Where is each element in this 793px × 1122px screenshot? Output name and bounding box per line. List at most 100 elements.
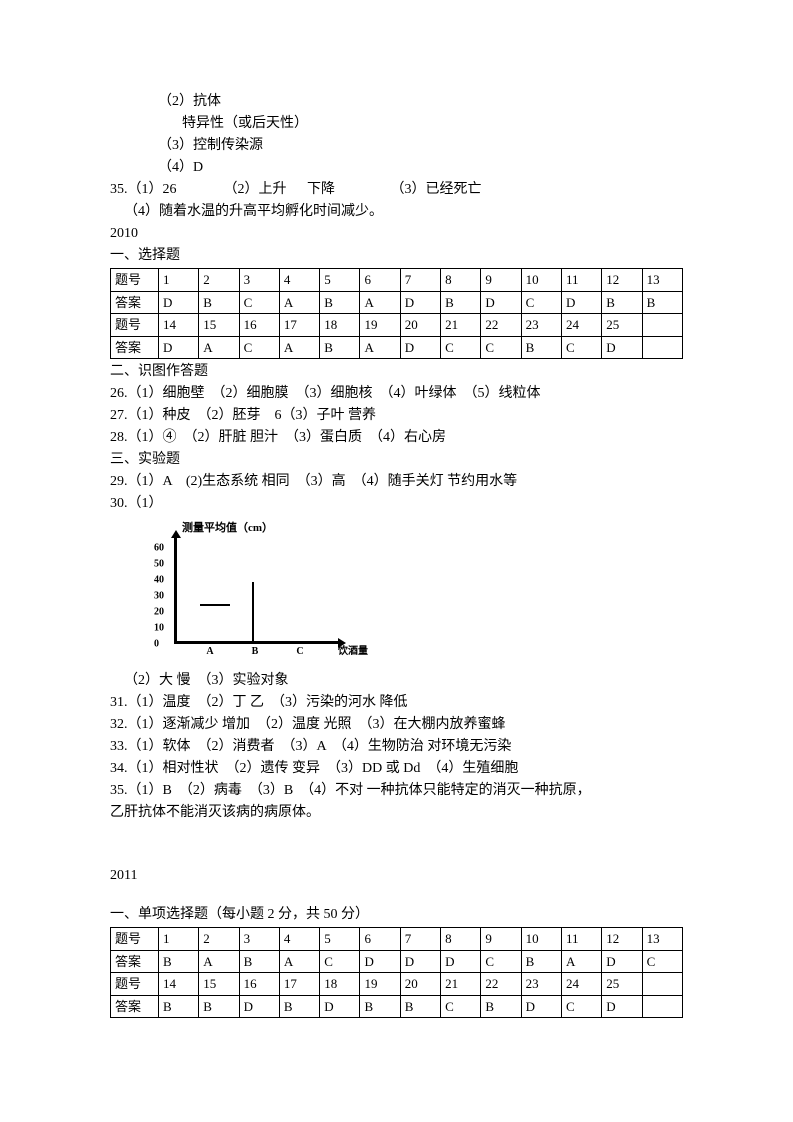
x-tick-label: C <box>296 644 303 659</box>
cell: 3 <box>239 269 279 292</box>
cell: 18 <box>320 973 360 996</box>
y-tick-label: 40 <box>154 573 164 588</box>
cell: D <box>239 995 279 1018</box>
cell: 25 <box>602 314 642 337</box>
cell: 6 <box>360 928 400 951</box>
cell: B <box>521 950 561 973</box>
cell: 14 <box>159 973 199 996</box>
table-row: 题号 1 2 3 4 5 6 7 8 9 10 11 12 13 <box>111 928 683 951</box>
cell: 13 <box>642 269 682 292</box>
cell <box>642 973 682 996</box>
cell: B <box>159 995 199 1018</box>
answer-line: （2）大 慢 （3）实验对象 <box>110 670 683 691</box>
cell: D <box>481 291 521 314</box>
cell: 2 <box>199 928 239 951</box>
cell: 15 <box>199 973 239 996</box>
cell: C <box>481 336 521 359</box>
y-tick-label: 60 <box>154 541 164 556</box>
cell: 11 <box>561 269 601 292</box>
text-line: （2）抗体 <box>110 91 683 112</box>
chart-title: 测量平均值（cm） <box>182 520 273 537</box>
cell: B <box>441 291 481 314</box>
cell: 5 <box>320 928 360 951</box>
section-heading: 一、单项选择题（每小题 2 分，共 50 分） <box>110 904 683 925</box>
answer-line: 30.（1） <box>110 493 683 514</box>
answer-line: 35.（1）B （2）病毒 （3）B （4）不对 一种抗体只能特定的消灭一种抗原… <box>110 780 683 801</box>
table-row: 题号 14 15 16 17 18 19 20 21 22 23 24 25 <box>111 314 683 337</box>
text-line: 35.（1）26 （2）上升 下降 （3）已经死亡 <box>110 179 683 200</box>
cell: B <box>159 950 199 973</box>
table-row: 答案 B B D B D B B C B D C D <box>111 995 683 1018</box>
table-row: 答案 D B C A B A D B D C D B B <box>111 291 683 314</box>
cell <box>642 336 682 359</box>
cell: 25 <box>602 973 642 996</box>
answer-line: 27.（1）种皮 （2）胚芽 6（3）子叶 营养 <box>110 405 683 426</box>
cell: 23 <box>521 973 561 996</box>
plot-segment <box>200 604 230 606</box>
answer-line: 28.（1）④ （2）肝脏 胆汁 （3）蛋白质 （4）右心房 <box>110 427 683 448</box>
answer-line: 29.（1）A (2)生态系统 相同 （3）高 （4）随手关灯 节约用水等 <box>110 471 683 492</box>
cell: B <box>199 995 239 1018</box>
section-heading: 三、实验题 <box>110 449 683 470</box>
cell: A <box>279 336 319 359</box>
cell: 12 <box>602 928 642 951</box>
cell: 7 <box>400 269 440 292</box>
cell: D <box>400 950 440 973</box>
cell: 17 <box>279 973 319 996</box>
cell: B <box>279 995 319 1018</box>
text-line: 特异性（或后天性） <box>110 113 683 134</box>
cell: 17 <box>279 314 319 337</box>
table-row: 答案 D A C A B A D C C B C D <box>111 336 683 359</box>
answer-table-2010: 题号 1 2 3 4 5 6 7 8 9 10 11 12 13 答案 D B … <box>110 268 683 359</box>
cell: C <box>561 995 601 1018</box>
cell: 6 <box>360 269 400 292</box>
part: 35.（1）26 <box>110 179 220 200</box>
cell: B <box>320 336 360 359</box>
cell: 3 <box>239 928 279 951</box>
y-tick-label: 10 <box>154 621 164 636</box>
y-tick-label: 50 <box>154 557 164 572</box>
row-header: 答案 <box>111 950 159 973</box>
cell: 19 <box>360 973 400 996</box>
cell: D <box>320 995 360 1018</box>
cell: B <box>320 291 360 314</box>
cell: C <box>320 950 360 973</box>
cell: D <box>602 950 642 973</box>
text-line: （4）D <box>110 157 683 178</box>
cell: C <box>521 291 561 314</box>
cell: 10 <box>521 269 561 292</box>
text-line: （3）控制传染源 <box>110 135 683 156</box>
cell: 8 <box>441 928 481 951</box>
y-tick-label: 30 <box>154 589 164 604</box>
cell: 24 <box>561 973 601 996</box>
table-row: 题号 1 2 3 4 5 6 7 8 9 10 11 12 13 <box>111 269 683 292</box>
x-tick-label: A <box>206 644 213 659</box>
cell: C <box>561 336 601 359</box>
part: （2）上升 <box>224 179 304 200</box>
row-header: 题号 <box>111 314 159 337</box>
cell: A <box>360 336 400 359</box>
cell: D <box>400 336 440 359</box>
answer-line: 32.（1）逐渐减少 增加 （2）温度 光照 （3）在大棚内放养蜜蜂 <box>110 714 683 735</box>
cell: C <box>239 291 279 314</box>
answer-line: 26.（1）细胞壁 （2）细胞膜 （3）细胞核 （4）叶绿体 （5）线粒体 <box>110 383 683 404</box>
cell: C <box>441 995 481 1018</box>
cell: D <box>602 995 642 1018</box>
row-header: 答案 <box>111 995 159 1018</box>
cell: A <box>561 950 601 973</box>
cell: A <box>360 291 400 314</box>
cell: A <box>279 950 319 973</box>
answer-table-2011: 题号 1 2 3 4 5 6 7 8 9 10 11 12 13 答案 B A … <box>110 927 683 1018</box>
cell: D <box>561 291 601 314</box>
cell: 1 <box>159 269 199 292</box>
table-row: 答案 B A B A C D D D C B A D C <box>111 950 683 973</box>
cell: A <box>199 950 239 973</box>
cell: 19 <box>360 314 400 337</box>
cell: C <box>441 336 481 359</box>
row-header: 答案 <box>111 291 159 314</box>
cell: 4 <box>279 269 319 292</box>
answer-line: 乙肝抗体不能消灭该病的病原体。 <box>110 802 683 823</box>
row-header: 题号 <box>111 973 159 996</box>
cell: B <box>481 995 521 1018</box>
cell: 21 <box>441 973 481 996</box>
